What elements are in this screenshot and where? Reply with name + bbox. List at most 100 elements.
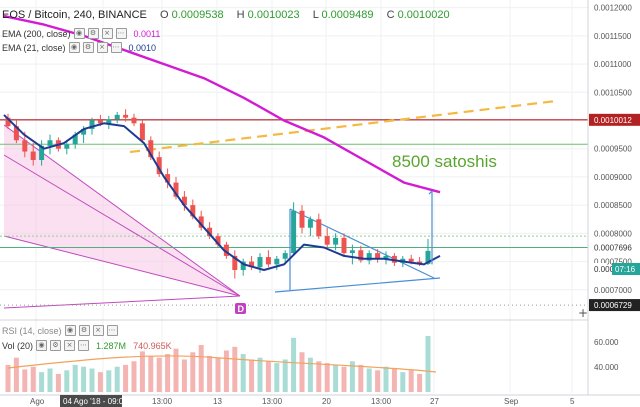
eye-icon[interactable]: ◉ xyxy=(73,28,85,39)
volume-bar xyxy=(257,357,263,392)
eye-icon[interactable]: ◉ xyxy=(36,340,48,351)
time-tick-label: 13 xyxy=(213,397,222,406)
volume-bar xyxy=(72,364,78,392)
volume-tick-label: 40.000 xyxy=(594,363,619,372)
volume-legend: Vol (20) ◉ ⚙ × ⋯ 1.287M 740.965K xyxy=(2,340,172,351)
volume-bar xyxy=(173,348,179,392)
volume-bar xyxy=(358,364,364,392)
price-tick-label: 0.0011500 xyxy=(594,32,632,41)
candle-body xyxy=(291,210,297,254)
settings-icon[interactable]: ⚙ xyxy=(78,325,90,336)
time-tick-label: 13:00 xyxy=(262,397,283,406)
close-icon[interactable]: × xyxy=(92,325,104,336)
close-icon[interactable]: × xyxy=(101,28,113,39)
price-tick-label: 0.0007500 xyxy=(594,258,632,267)
volume-bar xyxy=(240,354,246,392)
more-icon[interactable]: ⋯ xyxy=(110,42,122,53)
candle-body xyxy=(366,253,372,261)
candle-body xyxy=(198,216,204,228)
volume-bar xyxy=(97,372,103,392)
candle-body xyxy=(123,114,129,118)
volume-bar xyxy=(417,373,423,392)
candle-body xyxy=(307,219,313,228)
dividend-marker xyxy=(235,303,246,314)
candle-body xyxy=(358,250,364,261)
volume-bar xyxy=(39,372,45,392)
bottom-price-tag: 0.0006729 xyxy=(594,301,632,310)
candle-body xyxy=(114,114,120,120)
price-scale-bg xyxy=(588,0,640,407)
volume-bar xyxy=(114,366,120,392)
volume-bar xyxy=(181,359,187,392)
more-icon[interactable]: ⋯ xyxy=(115,28,127,39)
volume-bar xyxy=(291,337,297,392)
symbol-title: EOS / Bitcoin, 240, BINANCE xyxy=(2,9,147,21)
ema200-value: 0.0011 xyxy=(133,28,161,39)
rsi-legend: RSI (14, close) ◉ ⚙ × ⋯ xyxy=(2,325,118,336)
eye-icon[interactable]: ◉ xyxy=(68,42,80,53)
candle-body xyxy=(316,219,322,237)
candle-body xyxy=(72,134,78,145)
close-icon[interactable]: × xyxy=(64,340,76,351)
settings-icon[interactable]: ⚙ xyxy=(87,28,99,39)
volume-bar xyxy=(13,357,19,392)
volume-bar xyxy=(324,363,330,392)
countdown-tag-bg xyxy=(612,263,640,275)
more-icon[interactable]: ⋯ xyxy=(78,340,90,351)
symbol-header: EOS / Bitcoin, 240, BINANCE O 0.0009538 … xyxy=(2,9,450,21)
close-icon[interactable]: × xyxy=(96,42,108,53)
trend-line xyxy=(129,99,557,154)
candle-body xyxy=(106,119,112,124)
time-tick-label: Sep xyxy=(504,397,519,406)
time-tick-label: 13:00 xyxy=(371,397,392,406)
volume-bar xyxy=(400,372,406,392)
price-tick-label: 0.0007000 xyxy=(594,286,632,295)
candle-body xyxy=(240,261,246,271)
dividend-marker-label: D xyxy=(238,304,245,314)
time-tick-label: 5 xyxy=(570,397,575,406)
candle-body xyxy=(190,205,196,217)
candle-body xyxy=(215,236,221,245)
wedge-line xyxy=(3,295,241,309)
volume-bar xyxy=(383,366,389,392)
price-tick-label: 0.0010500 xyxy=(594,88,632,97)
volume-bar xyxy=(349,361,355,392)
candle-body xyxy=(383,255,389,259)
current-price-tag2: 0.0007 xyxy=(594,265,619,274)
target-arrowhead xyxy=(428,190,433,195)
more-icon[interactable]: ⋯ xyxy=(106,325,118,336)
candle-body xyxy=(299,210,305,228)
time-cursor-bg xyxy=(60,395,122,407)
ema21-line xyxy=(3,114,441,271)
volume-bar xyxy=(333,364,339,392)
price-tick-label: 0.0008500 xyxy=(594,201,632,210)
settings-icon[interactable]: ⚙ xyxy=(82,42,94,53)
volume-bar xyxy=(81,366,87,392)
time-tick-label: Ago xyxy=(30,397,45,406)
countdown-tag: 07:16 xyxy=(615,265,636,274)
ema200-label: EMA (200, close) xyxy=(2,28,71,39)
candle-body xyxy=(408,258,414,262)
volume-bar xyxy=(190,352,196,392)
candle-body xyxy=(30,151,36,160)
volume-bar xyxy=(316,361,322,392)
eye-icon[interactable]: ◉ xyxy=(64,325,76,336)
price-tick-label: 0.0008000 xyxy=(594,229,632,238)
volume-bar xyxy=(282,359,288,392)
close-label: C xyxy=(386,9,395,21)
candle-body xyxy=(81,128,87,135)
candle-body xyxy=(274,258,280,265)
volume-bar xyxy=(307,357,313,392)
candle-body xyxy=(64,144,70,149)
high-value: 0.0010023 xyxy=(247,9,300,21)
candle-body xyxy=(148,140,154,158)
volume-bar xyxy=(5,364,11,392)
volume-bar xyxy=(22,369,28,392)
settings-icon[interactable]: ⚙ xyxy=(50,340,62,351)
price-tick-label: 0.0012000 xyxy=(594,4,632,13)
open-value: 0.0009538 xyxy=(171,9,224,21)
ema200-legend: EMA (200, close) ◉ ⚙ × ⋯ 0.0011 xyxy=(2,28,160,39)
volume-bar xyxy=(341,366,347,392)
